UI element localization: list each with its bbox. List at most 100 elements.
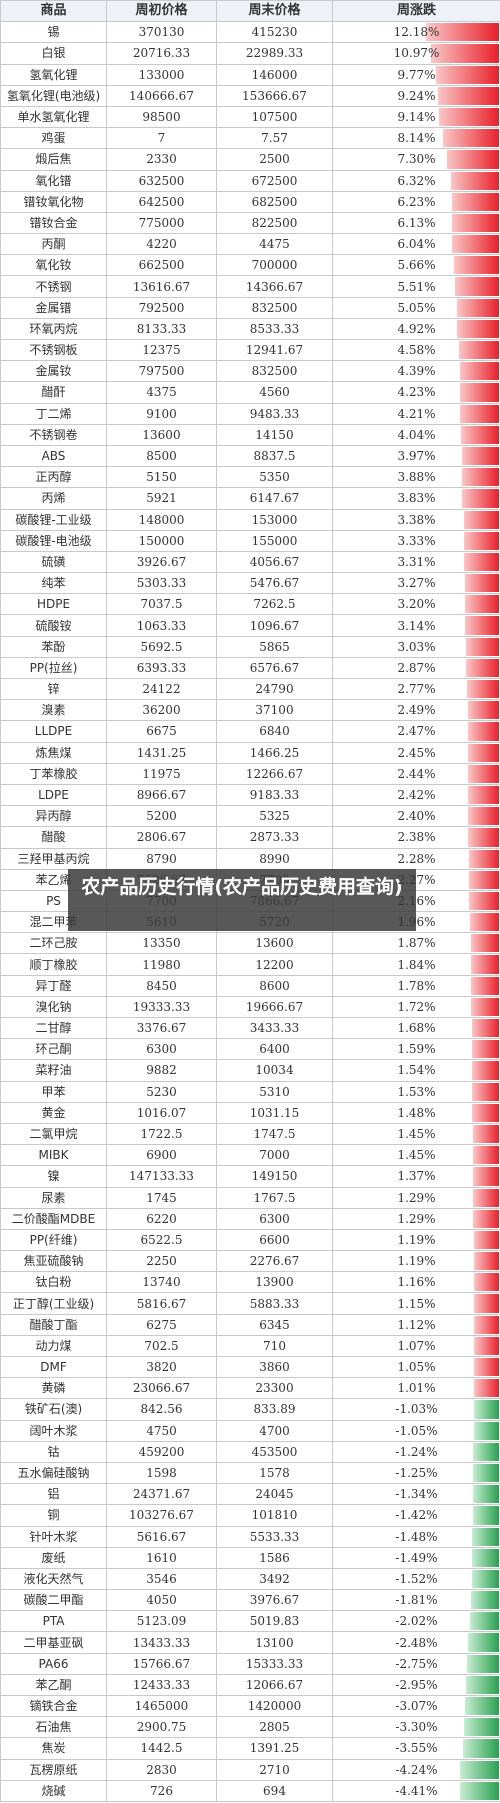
start-price: 147133.33 [106, 1165, 217, 1188]
table-row: 溴素 36200 37100 2.49% [0, 699, 500, 722]
change-bar-up [470, 913, 499, 932]
table-row: 不锈钢 13616.67 14366.67 5.51% [0, 275, 500, 298]
end-price: 149150 [216, 1165, 333, 1188]
weekly-change-cell: 2.40% [332, 805, 500, 828]
weekly-change-cell: 3.14% [332, 614, 500, 637]
commodity-name: 二甘醇 [0, 1016, 107, 1040]
change-bar-up [472, 1167, 499, 1186]
commodity-name: 异丁醛 [0, 974, 107, 997]
end-price: 5533.33 [216, 1525, 333, 1548]
weekly-change-cell: -1.42% [332, 1504, 500, 1527]
commodity-name: 焦炭 [0, 1737, 107, 1760]
end-price: 7000 [216, 1144, 333, 1167]
table-row: 丙烯 5921 6147.67 3.83% [0, 487, 500, 510]
end-price: 7.57 [216, 127, 333, 150]
table-row: PA66 15766.67 15333.33 -2.75% [0, 1652, 500, 1675]
weekly-change-cell: -4.24% [332, 1758, 500, 1781]
weekly-change-value: 1.72% [397, 999, 436, 1014]
end-price: 2500 [216, 148, 333, 171]
table-row: 二甲基亚砜 13433.33 13100 -2.48% [0, 1631, 500, 1654]
end-price: 1466.25 [216, 741, 333, 764]
weekly-change-value: 2.87% [397, 660, 436, 675]
change-bar-down [465, 1697, 499, 1716]
start-price: 20716.33 [106, 42, 217, 65]
end-price: 1031.15 [216, 1101, 333, 1124]
commodity-name: HDPE [0, 593, 107, 616]
change-bar-up [464, 510, 499, 529]
start-price: 8450 [106, 974, 217, 997]
commodity-name: 钴 [0, 1440, 107, 1463]
end-price: 23300 [216, 1377, 333, 1400]
table-row: 碳酸锂-电池级 150000 155000 3.33% [0, 529, 500, 552]
commodity-name: PA66 [0, 1652, 107, 1675]
change-bar-up [464, 552, 499, 572]
commodity-name: 顺丁橡胶 [0, 953, 107, 976]
change-bar-up [470, 934, 499, 953]
commodity-name: 氧化钕 [0, 254, 107, 277]
end-price: 700000 [216, 254, 333, 277]
commodity-name: 钛白粉 [0, 1271, 107, 1294]
weekly-change-cell: 3.20% [332, 593, 500, 616]
weekly-change-value: 1.84% [397, 957, 436, 972]
weekly-change-cell: 1.16% [332, 1271, 500, 1294]
weekly-change-cell: 1.84% [332, 953, 500, 976]
weekly-change-value: -2.02% [395, 1614, 438, 1629]
change-bar-up [466, 658, 499, 677]
weekly-change-cell: 6.04% [332, 233, 500, 256]
change-bar-up [473, 1209, 499, 1228]
weekly-change-cell: 1.53% [332, 1080, 500, 1103]
change-bar-up [465, 616, 499, 635]
table-row: 烧碱 726 694 -4.41% [0, 1779, 500, 1802]
weekly-change-cell: 1.68% [332, 1016, 500, 1040]
end-price: 37100 [216, 699, 333, 722]
end-price: 2873.33 [216, 826, 333, 849]
weekly-change-cell: 1.78% [332, 974, 500, 997]
start-price: 13740 [106, 1271, 217, 1294]
weekly-change-cell: 1.48% [332, 1101, 500, 1124]
weekly-change-cell: 2.45% [332, 741, 500, 764]
weekly-change-value: 10.97% [393, 46, 440, 61]
weekly-change-cell: 3.97% [332, 444, 500, 468]
change-bar-up [472, 1061, 499, 1080]
change-bar-down [460, 1760, 499, 1779]
end-price: 5310 [216, 1080, 333, 1103]
weekly-change-value: 1.15% [397, 1296, 436, 1311]
start-price: 3376.67 [106, 1016, 217, 1040]
table-row: 溴化钠 19333.33 19666.67 1.72% [0, 995, 500, 1019]
weekly-change-cell: -4.41% [332, 1779, 500, 1802]
end-price: 3976.67 [216, 1589, 333, 1612]
change-bar-up [468, 785, 499, 805]
end-price: 1420000 [216, 1694, 333, 1718]
change-bar-up [471, 997, 499, 1016]
table-row: 钴 459200 453500 -1.24% [0, 1440, 500, 1463]
change-bar-up [472, 1082, 499, 1101]
weekly-change-value: 2.40% [397, 809, 436, 824]
weekly-change-cell: -1.49% [332, 1546, 500, 1569]
table-row: 动力煤 702.5 710 1.07% [0, 1334, 500, 1358]
commodity-name: 醋酸丁酯 [0, 1313, 107, 1336]
end-price: 101810 [216, 1504, 333, 1527]
commodity-name: 丙烯 [0, 487, 107, 510]
weekly-change-cell: 5.51% [332, 275, 500, 298]
end-price: 12266.67 [216, 762, 333, 785]
change-bar-down [464, 1718, 499, 1737]
commodity-name: 醋酐 [0, 381, 107, 404]
end-price: 832500 [216, 360, 333, 383]
weekly-change-value: 2.16% [397, 893, 436, 908]
start-price: 98500 [106, 105, 217, 129]
weekly-change-value: -2.95% [395, 1677, 438, 1692]
start-price: 6675 [106, 720, 217, 743]
start-price: 3820 [106, 1355, 217, 1379]
start-price: 4375 [106, 381, 217, 404]
start-price: 6300 [106, 1038, 217, 1061]
weekly-change-value: 5.66% [397, 258, 436, 273]
weekly-change-cell: 1.12% [332, 1313, 500, 1336]
change-bar-down [474, 1400, 499, 1419]
end-price: 1586 [216, 1546, 333, 1569]
end-price: 1767.5 [216, 1186, 333, 1209]
commodity-name: 氢氧化锂 [0, 63, 107, 86]
table-row: 二氯甲烷 1722.5 1747.5 1.45% [0, 1122, 500, 1146]
weekly-change-cell: 4.23% [332, 381, 500, 404]
commodity-name: LLDPE [0, 720, 107, 743]
weekly-change-cell: 3.38% [332, 508, 500, 531]
